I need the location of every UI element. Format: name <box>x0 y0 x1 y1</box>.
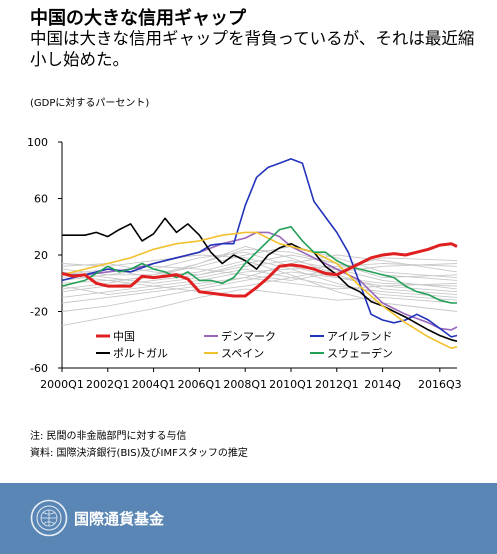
legend-label-bg <box>326 346 400 359</box>
legend-label-bg <box>326 329 400 342</box>
legend-label: アイルランド <box>327 330 392 343</box>
series-line <box>61 231 458 349</box>
x-tick-label: 2010Q1 <box>269 378 313 391</box>
legend-label: デンマーク <box>221 329 276 343</box>
legend-label-bg <box>220 346 270 359</box>
legend-label-bg <box>112 329 138 342</box>
background-series-line <box>61 246 458 290</box>
legend-label-bg <box>112 346 174 359</box>
series-line <box>61 158 458 338</box>
background-series-line <box>61 257 458 293</box>
x-tick-label: 2002Q1 <box>86 378 130 391</box>
y-tick-label: 100 <box>27 136 48 149</box>
background-series-line <box>61 263 458 298</box>
background-series-line <box>61 246 458 296</box>
background-series-line <box>61 254 458 301</box>
background-series-line <box>61 271 458 312</box>
x-tick-label: 2016Q3 <box>418 378 462 391</box>
imf-footer: 国際通貨基金 <box>0 483 497 554</box>
series-line <box>62 217 458 342</box>
x-tick-label: 2000Q1 <box>40 378 84 391</box>
background-series-line <box>61 288 458 327</box>
background-series-line <box>61 248 458 279</box>
legend-label: スペイン <box>221 347 264 360</box>
legend-label: 中国 <box>113 330 135 343</box>
background-series-line <box>61 260 458 293</box>
legend-label: ポルトガル <box>113 347 168 360</box>
y-tick-label: -20 <box>30 306 48 319</box>
y-tick-label: -60 <box>30 362 48 375</box>
x-tick-label: 2014Q <box>364 378 401 391</box>
x-tick-label: 2008Q1 <box>223 378 267 391</box>
chart-subtitle: 中国は大きな信用ギャップを背負っているが、それは最近縮小し始めた。 <box>30 29 475 69</box>
legend-label: スウェーデン <box>327 346 393 360</box>
y-tick-label: 60 <box>34 193 48 206</box>
background-series-line <box>61 251 458 287</box>
imf-seal-icon <box>30 499 68 537</box>
x-tick-label: 2012Q1 <box>315 378 359 391</box>
x-tick-label: 2006Q1 <box>178 378 222 391</box>
org-name: 国際通貨基金 <box>74 510 165 528</box>
note-text: 注: 民間の非金融部門に対する与信 <box>30 431 187 442</box>
notes-block: 注: 民間の非金融部門に対する与信 資料: 国際決済銀行(BIS)及びIMFスタ… <box>30 428 248 462</box>
line-chart: 100 60 20 -20 -60 2000Q1 2002Q1 2004Q1 2006Q1 200… <box>27 136 462 391</box>
source-text: 資料: 国際決済銀行(BIS)及びIMFスタッフの推定 <box>30 448 248 459</box>
legend-label-bg <box>220 329 282 342</box>
y-tick-label: 20 <box>34 249 48 262</box>
series-line <box>61 226 457 304</box>
unit-label: (GDPに対するパーセント) <box>30 98 150 109</box>
chart-title: 中国の大きな信用ギャップ <box>30 8 246 29</box>
x-tick-label: 2004Q1 <box>132 378 176 391</box>
series-line <box>61 242 458 298</box>
